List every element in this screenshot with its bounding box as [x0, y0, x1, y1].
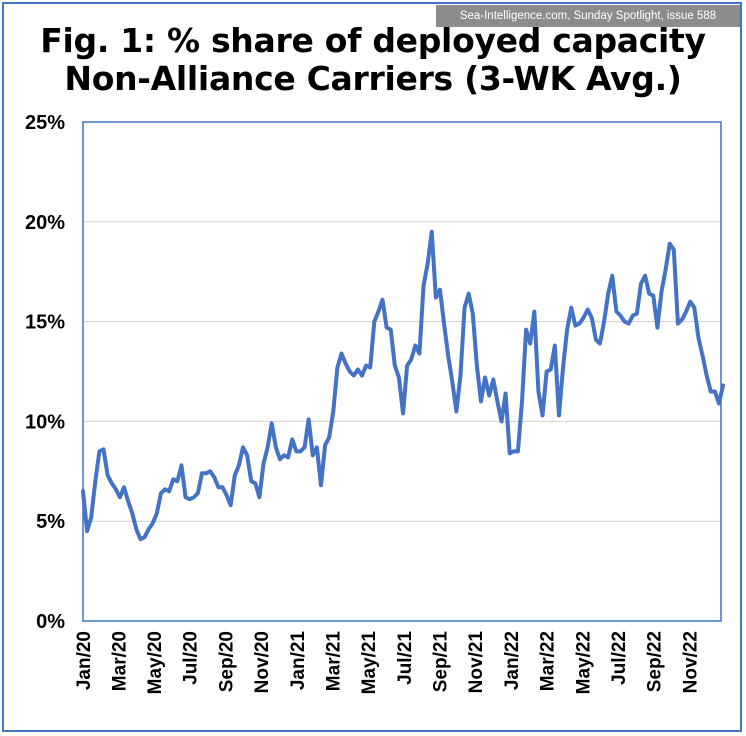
y-tick-label: 0% [36, 611, 65, 633]
y-tick-label: 25% [25, 112, 65, 134]
y-tick-label: 20% [25, 212, 65, 234]
x-tick-label: Sep/20 [216, 631, 237, 692]
x-tick-label: May/21 [359, 631, 380, 695]
x-tick-label: Mar/20 [110, 631, 131, 691]
x-tick-label: Nov/22 [680, 631, 701, 693]
x-tick-label: Nov/21 [466, 631, 487, 694]
chart-title-line1: Fig. 1: % share of deployed capacity [40, 21, 706, 60]
x-tick-label: Jan/20 [74, 631, 95, 690]
x-tick-label: Sep/21 [431, 631, 452, 693]
chart-title-line2: Non-Alliance Carriers (3-WK Avg.) [64, 59, 682, 98]
x-tick-label: Jan/21 [288, 631, 309, 691]
x-tick-label: May/20 [145, 631, 166, 694]
x-tick-label: Jul/22 [609, 631, 630, 685]
x-tick-label: Jul/20 [181, 631, 202, 685]
x-tick-label: Mar/21 [323, 631, 344, 692]
x-tick-label: Jan/22 [502, 631, 523, 690]
x-tick-label: Sep/22 [645, 631, 666, 692]
x-tick-label: Mar/22 [538, 631, 559, 691]
x-axis-ticks: Jan/20 Mar/20 May/20 Jul/20 Sep/20 Nov/20 Jan/… [74, 631, 701, 695]
x-tick-label: May/22 [573, 631, 594, 694]
x-tick-label: Nov/20 [252, 631, 273, 693]
source-label: Sea-Intelligence.com, Sunday Spotlight, … [436, 5, 740, 27]
y-tick-label: 5% [36, 511, 65, 533]
series-line [81, 229, 726, 542]
y-tick-label: 15% [25, 312, 65, 334]
plot-area-border [82, 121, 722, 622]
y-tick-label: 10% [25, 411, 65, 433]
series-group [81, 229, 726, 542]
gridlines [83, 221, 721, 522]
y-axis-ticks: 0% 5% 10% 15% 20% 25% [25, 112, 65, 633]
x-tick-label: Jul/21 [395, 631, 416, 685]
